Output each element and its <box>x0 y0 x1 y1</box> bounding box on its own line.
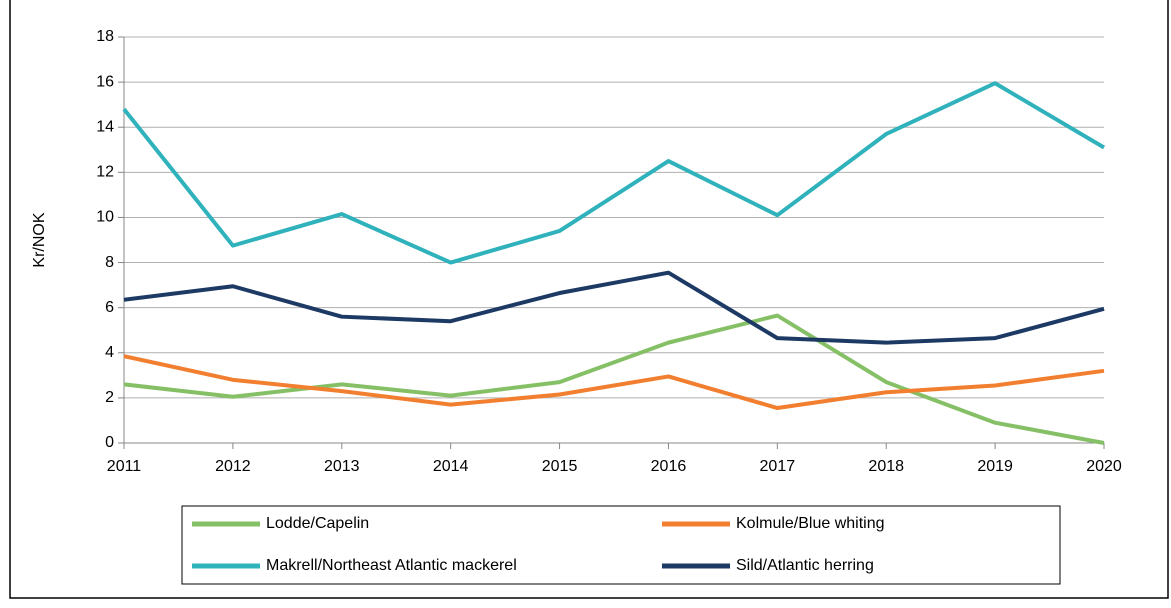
series-line <box>123 313 1105 445</box>
x-tick-label: 2013 <box>324 458 360 475</box>
y-tick-label: 14 <box>96 118 114 135</box>
x-tick-label: 2019 <box>977 458 1013 475</box>
x-tick-label: 2015 <box>542 458 578 475</box>
chart-border <box>9 0 1169 599</box>
series-line <box>122 81 1106 265</box>
legend <box>181 505 1061 585</box>
y-tick-label: 10 <box>96 209 114 226</box>
series-line <box>123 270 1105 345</box>
legend-label: Makrell/Northeast Atlantic mackerel <box>266 557 517 574</box>
x-tick-label: 2020 <box>1086 458 1122 475</box>
legend-label: Sild/Atlantic herring <box>736 557 874 574</box>
y-axis-label: Kr/NOK <box>31 212 48 267</box>
y-tick-label: 2 <box>105 389 114 406</box>
y-tick-label: 4 <box>105 344 114 361</box>
legend-label: Kolmule/Blue whiting <box>736 515 885 532</box>
x-tick-label: 2016 <box>651 458 687 475</box>
series-line <box>123 354 1105 411</box>
y-tick-label: 16 <box>96 73 114 90</box>
y-tick-label: 12 <box>96 164 114 181</box>
x-tick-label: 2018 <box>868 458 904 475</box>
x-tick-label: 2017 <box>760 458 796 475</box>
x-tick-label: 2012 <box>215 458 251 475</box>
y-tick-label: 0 <box>105 434 114 451</box>
y-tick-label: 18 <box>96 28 114 45</box>
x-tick-label: 2011 <box>107 458 142 475</box>
y-tick-label: 6 <box>105 299 114 316</box>
legend-label: Lodde/Capelin <box>266 515 369 532</box>
x-tick-label: 2014 <box>433 458 469 475</box>
y-tick-label: 8 <box>105 254 114 271</box>
